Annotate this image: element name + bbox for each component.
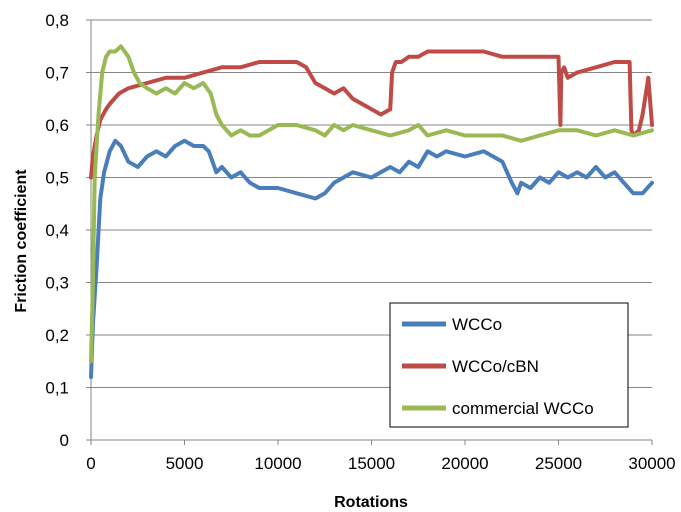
x-axis-title: Rotations: [334, 494, 408, 511]
series-line-3: [89, 44, 654, 364]
y-axis-title: Friction coefficient: [13, 169, 30, 313]
series-line-2: [89, 49, 654, 180]
y-tick-label: 0,4: [45, 221, 69, 240]
y-tick-label: 0,8: [45, 11, 69, 30]
x-tick-label: 0: [86, 454, 95, 473]
legend-label: WCCo: [452, 315, 502, 334]
x-tick-label: 15000: [348, 454, 395, 473]
legend-label: WCCo/cBN: [452, 357, 539, 376]
x-tick-label: 20000: [441, 454, 488, 473]
y-tick-label: 0,6: [45, 116, 69, 135]
series-line-1: [89, 138, 654, 379]
y-tick-labels: 0 0,1 0,2 0,3 0,4 0,5 0,6 0,7 0,8: [45, 11, 69, 450]
y-tick-label: 0,2: [45, 326, 69, 345]
y-tick-label: 0,5: [45, 169, 69, 188]
y-tick-label: 0,3: [45, 274, 69, 293]
y-tick-label: 0,1: [45, 379, 69, 398]
y-tick-label: 0: [60, 431, 69, 450]
x-tick-label: 25000: [535, 454, 582, 473]
x-tick-label: 10000: [254, 454, 301, 473]
x-tick-label: 30000: [628, 454, 675, 473]
legend: WCCo WCCo/cBN commercial WCCo: [389, 302, 629, 428]
x-tick-labels: 0 5000 10000 15000 20000 25000 30000: [86, 454, 675, 473]
legend-label: commercial WCCo: [452, 399, 594, 418]
x-tick-label: 5000: [166, 454, 204, 473]
y-tick-label: 0,7: [45, 64, 69, 83]
data-series: [89, 44, 654, 379]
